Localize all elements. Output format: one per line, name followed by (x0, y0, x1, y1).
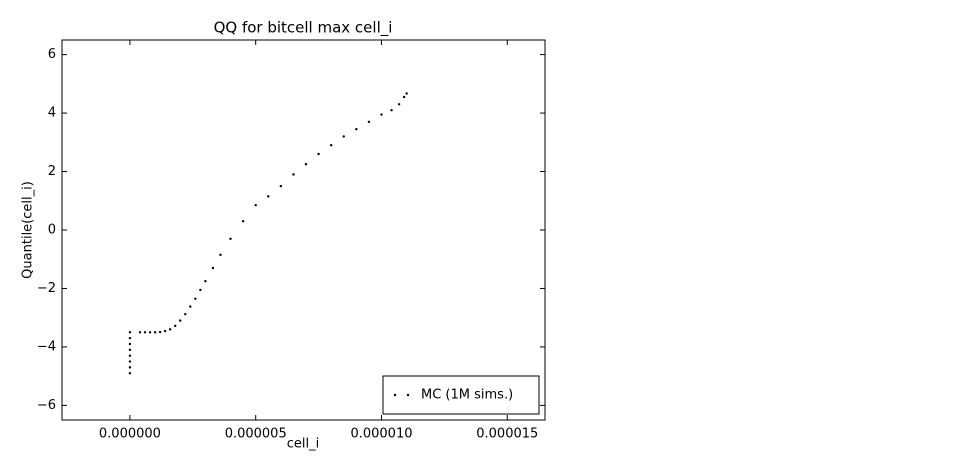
point (128, 360, 132, 363)
point (179, 319, 182, 322)
y-tick-label: 2 (48, 164, 56, 179)
plot-frame (61, 39, 546, 421)
y-tick-label: −4 (37, 339, 56, 354)
y-tick-label: 0 (48, 223, 56, 238)
point (219, 253, 222, 257)
point (158, 330, 162, 334)
point (199, 288, 202, 292)
point (402, 95, 406, 99)
point (329, 144, 333, 147)
point (397, 103, 401, 106)
point (163, 329, 167, 333)
point (317, 152, 320, 156)
point (204, 279, 207, 283)
point (143, 331, 147, 334)
point (189, 305, 192, 308)
x-axis-label: cell_i (287, 437, 319, 452)
point (184, 312, 187, 316)
point (128, 348, 132, 352)
point (390, 108, 393, 112)
point (148, 331, 152, 334)
legend-marker (393, 393, 397, 397)
point (304, 163, 308, 166)
y-tick-label: −2 (37, 281, 56, 296)
point (367, 120, 371, 124)
point (128, 366, 132, 369)
point (380, 113, 383, 116)
point (128, 342, 132, 346)
point (128, 331, 132, 334)
point (138, 331, 142, 334)
point (168, 328, 172, 331)
point (153, 331, 157, 334)
y-tick-label: 6 (48, 47, 56, 62)
x-tick-label: 0.000010 (350, 427, 412, 442)
point (241, 220, 245, 223)
point (128, 372, 132, 375)
point (229, 237, 232, 240)
point (174, 324, 177, 328)
x-tick-label: 0.000005 (225, 427, 287, 442)
point (254, 203, 257, 207)
x-tick-label: 0.000015 (476, 427, 538, 442)
point (342, 135, 345, 138)
x-tick-label: 0.000000 (99, 427, 161, 442)
y-tick-label: −6 (37, 398, 56, 413)
point (405, 92, 408, 95)
y-axis-label: Quantile(cell_i) (21, 181, 36, 279)
point (128, 336, 132, 340)
point (128, 354, 132, 357)
point (355, 127, 358, 131)
point (194, 297, 197, 300)
legend-label: MC (1M sims.) (421, 388, 513, 403)
chart-title: QQ for bitcell max cell_i (214, 19, 393, 38)
point (292, 173, 295, 176)
legend-marker (406, 393, 410, 397)
point (279, 184, 283, 188)
y-tick-label: 4 (48, 106, 56, 121)
point (211, 266, 215, 270)
point (267, 195, 270, 198)
